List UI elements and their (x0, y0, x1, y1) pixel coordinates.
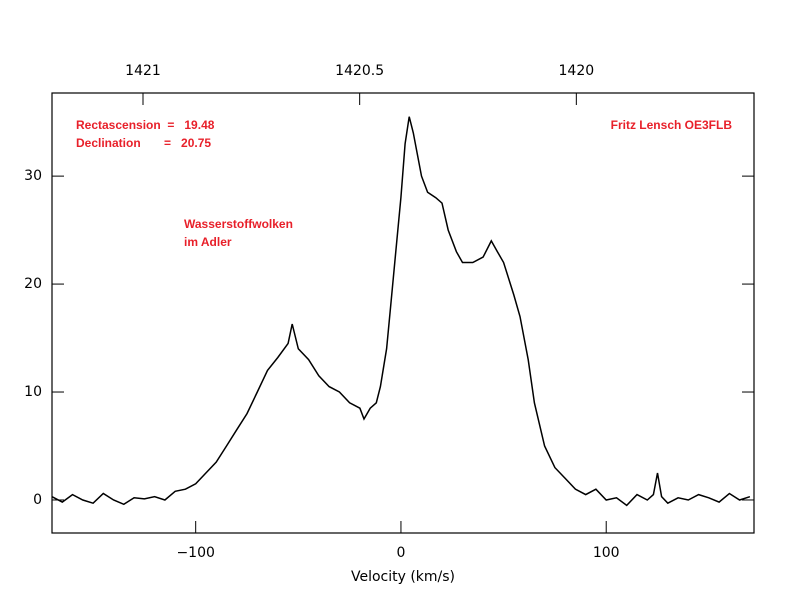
x-tick-label: −100 (176, 545, 214, 561)
annotation: Rectascension = 19.48 (76, 118, 215, 132)
annotation: im Adler (184, 235, 232, 249)
x2-tick-label: 1420 (559, 63, 595, 79)
plot-frame (51, 92, 755, 534)
y-tick-label: 20 (24, 276, 42, 292)
y-tick-label: 30 (24, 168, 42, 184)
x-tick-label: 0 (396, 545, 405, 561)
y-tick-label: 0 (33, 492, 42, 508)
annotation: Declination = 20.75 (76, 136, 211, 150)
x2-tick-label: 1420.5 (335, 63, 384, 79)
spectrum-line (51, 116, 751, 507)
annotation: Wasserstoffwolken (184, 217, 293, 231)
x-tick-label: 100 (593, 545, 620, 561)
annotation: Fritz Lensch OE3FLB (611, 118, 733, 132)
y-tick-label: 10 (24, 384, 42, 400)
x2-tick-label: 1421 (125, 63, 161, 79)
x-axis-label: Velocity (km/s) (351, 569, 455, 585)
